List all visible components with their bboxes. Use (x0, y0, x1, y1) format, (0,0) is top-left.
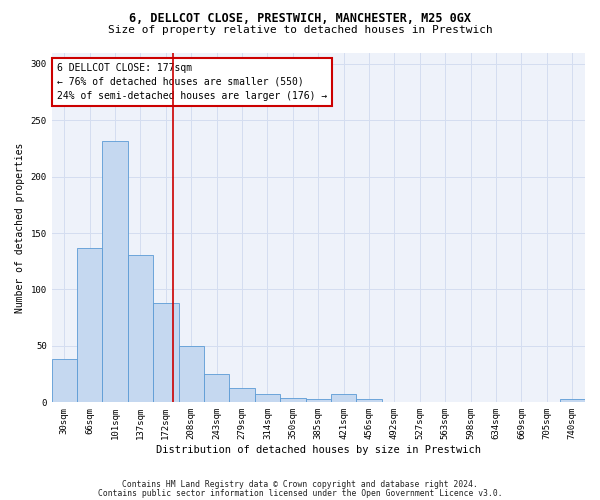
Bar (153, 303, 179, 402)
Bar (128, 254, 153, 402)
Bar (560, 399, 585, 402)
Bar (331, 394, 356, 402)
Text: Contains HM Land Registry data © Crown copyright and database right 2024.: Contains HM Land Registry data © Crown c… (122, 480, 478, 489)
Y-axis label: Number of detached properties: Number of detached properties (15, 142, 25, 312)
Bar (229, 388, 255, 402)
Text: Size of property relative to detached houses in Prestwich: Size of property relative to detached ho… (107, 25, 493, 35)
Bar (77, 248, 103, 402)
Bar (52, 360, 77, 403)
Bar (305, 399, 331, 402)
Bar (255, 394, 280, 402)
Bar (356, 399, 382, 402)
Bar (179, 346, 204, 403)
Bar (103, 140, 128, 402)
Text: 6, DELLCOT CLOSE, PRESTWICH, MANCHESTER, M25 0GX: 6, DELLCOT CLOSE, PRESTWICH, MANCHESTER,… (129, 12, 471, 26)
Text: 6 DELLCOT CLOSE: 177sqm
← 76% of detached houses are smaller (550)
24% of semi-d: 6 DELLCOT CLOSE: 177sqm ← 76% of detache… (57, 63, 327, 101)
Bar (280, 398, 305, 402)
X-axis label: Distribution of detached houses by size in Prestwich: Distribution of detached houses by size … (156, 445, 481, 455)
Text: Contains public sector information licensed under the Open Government Licence v3: Contains public sector information licen… (98, 488, 502, 498)
Bar (204, 374, 229, 402)
